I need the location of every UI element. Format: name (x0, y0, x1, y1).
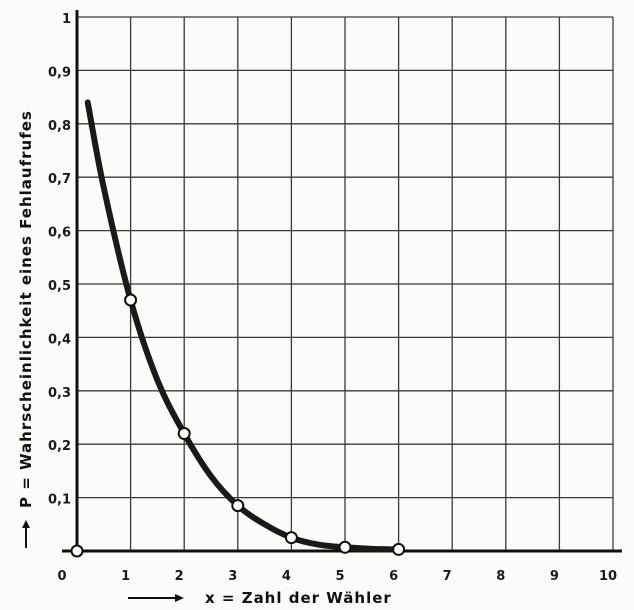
tick-labels: 0 1 2 3 4 5 6 7 8 9 10 0,1 0,2 0,3 0,4 0,5 0,6 0,7 0,8 0,9 1 (48, 12, 617, 584)
x-tick-label: 7 (443, 569, 452, 584)
x-axis-title: x = Zahl der Wähler (205, 589, 392, 607)
x-tick-label: 1 (121, 569, 130, 584)
x-tick-label: 0 (57, 569, 66, 584)
y-tick-label: 0,6 (48, 226, 71, 241)
grid (76, 16, 614, 552)
y-tick-label: 0,8 (48, 119, 71, 134)
x-tick-label: 3 (228, 569, 237, 584)
x-axis-title-group: x = Zahl der Wähler (128, 589, 392, 607)
y-tick-label: 0,5 (48, 279, 71, 294)
data-point (70, 544, 84, 558)
axes (62, 10, 622, 553)
x-tick-label: 5 (335, 569, 344, 584)
x-tick-label: 6 (389, 569, 398, 584)
y-tick-label: 0,1 (48, 493, 71, 508)
y-tick-label: 1 (62, 12, 71, 27)
curve-layer (84, 99, 402, 553)
y-tick-label: 0,2 (48, 439, 71, 454)
data-point (177, 427, 191, 441)
y-tick-label: 0,4 (48, 332, 71, 347)
data-point (338, 540, 352, 554)
x-tick-label: 9 (550, 569, 559, 584)
x-tick-label: 10 (599, 569, 617, 584)
data-point (284, 531, 298, 545)
x-tick-label: 8 (496, 569, 505, 584)
x-tick-label: 2 (175, 569, 184, 584)
y-axis-arrowhead (22, 520, 30, 528)
x-tick-label: 4 (282, 569, 291, 584)
y-axis-title-group: P = Wahrscheinlichkeit eines Fehlaufrufe… (17, 110, 35, 548)
y-tick-label: 0,3 (48, 386, 71, 401)
points-layer (70, 293, 406, 558)
data-point (231, 499, 245, 513)
data-point (124, 293, 138, 307)
data-point (392, 542, 406, 556)
y-tick-label: 0,9 (48, 65, 71, 80)
y-tick-label: 0,7 (48, 172, 71, 187)
x-axis-arrowhead (175, 594, 184, 602)
probability-curve (84, 99, 402, 553)
y-axis-title: P = Wahrscheinlichkeit eines Fehlaufrufe… (17, 110, 35, 508)
